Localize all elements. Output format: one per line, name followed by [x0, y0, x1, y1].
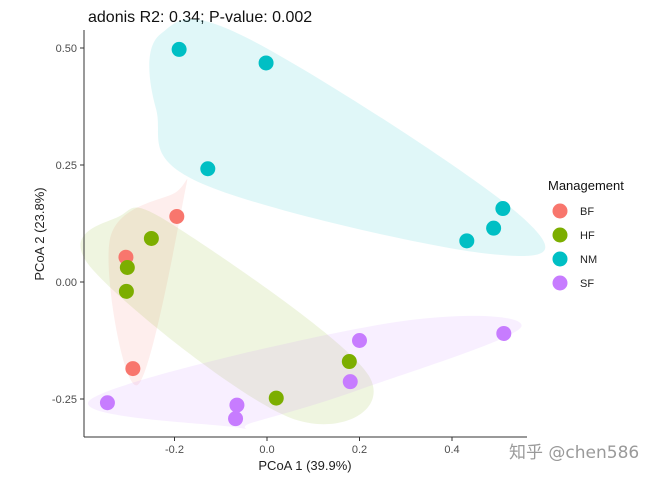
legend-key-sf: [552, 275, 568, 291]
legend: Management BF HF NM SF: [548, 178, 624, 291]
chart-title: adonis R2: 0.34; P-value: 0.002: [88, 9, 312, 26]
point-nm: [486, 220, 502, 236]
x-tick-label: -0.2: [165, 444, 184, 456]
y-ticks: 0.50 0.25 0.00 -0.25: [52, 43, 84, 406]
x-tick-label: 0.2: [352, 444, 367, 456]
legend-label-hf: HF: [580, 230, 595, 242]
points-layer: [99, 41, 512, 427]
point-nm: [171, 41, 187, 57]
point-sf: [342, 374, 358, 390]
point-sf: [496, 325, 512, 341]
point-hf: [268, 390, 284, 406]
legend-label-nm: NM: [580, 254, 597, 266]
legend-label-sf: SF: [580, 278, 594, 290]
x-tick-label: 0.4: [444, 444, 459, 456]
y-tick-label: 0.00: [56, 277, 77, 289]
hull-sf: [87, 315, 522, 430]
point-bf: [125, 361, 141, 377]
point-hf: [143, 230, 159, 246]
point-hf: [118, 283, 134, 299]
x-axis-label: PCoA 1 (39.9%): [258, 458, 351, 473]
point-nm: [495, 201, 511, 217]
legend-title: Management: [548, 178, 624, 193]
point-sf: [99, 395, 115, 411]
hulls-layer: [80, 19, 546, 430]
y-tick-label: 0.50: [56, 43, 77, 55]
legend-key-nm: [552, 251, 568, 267]
y-axis-label: PCoA 2 (23.8%): [32, 187, 47, 280]
x-ticks: -0.2 0.0 0.2 0.4: [165, 437, 460, 456]
y-tick-label: 0.25: [56, 160, 77, 172]
point-sf: [228, 411, 244, 427]
hull-nm: [149, 19, 546, 257]
watermark: 知乎 @chen586: [509, 443, 639, 463]
hull-bf: [108, 179, 188, 386]
point-hf: [341, 354, 357, 370]
legend-label-bf: BF: [580, 206, 594, 218]
point-bf: [169, 208, 185, 224]
point-sf: [352, 333, 367, 348]
y-tick-label: -0.25: [52, 394, 77, 406]
axes-layer: [83, 30, 527, 438]
legend-key-hf: [552, 227, 568, 243]
point-sf: [229, 397, 245, 413]
point-nm: [459, 233, 475, 249]
point-nm: [258, 55, 274, 71]
point-hf: [119, 259, 135, 275]
hull-hf: [80, 207, 374, 425]
x-tick-label: 0.0: [259, 444, 274, 456]
legend-key-bf: [552, 203, 568, 219]
point-nm: [200, 161, 216, 177]
